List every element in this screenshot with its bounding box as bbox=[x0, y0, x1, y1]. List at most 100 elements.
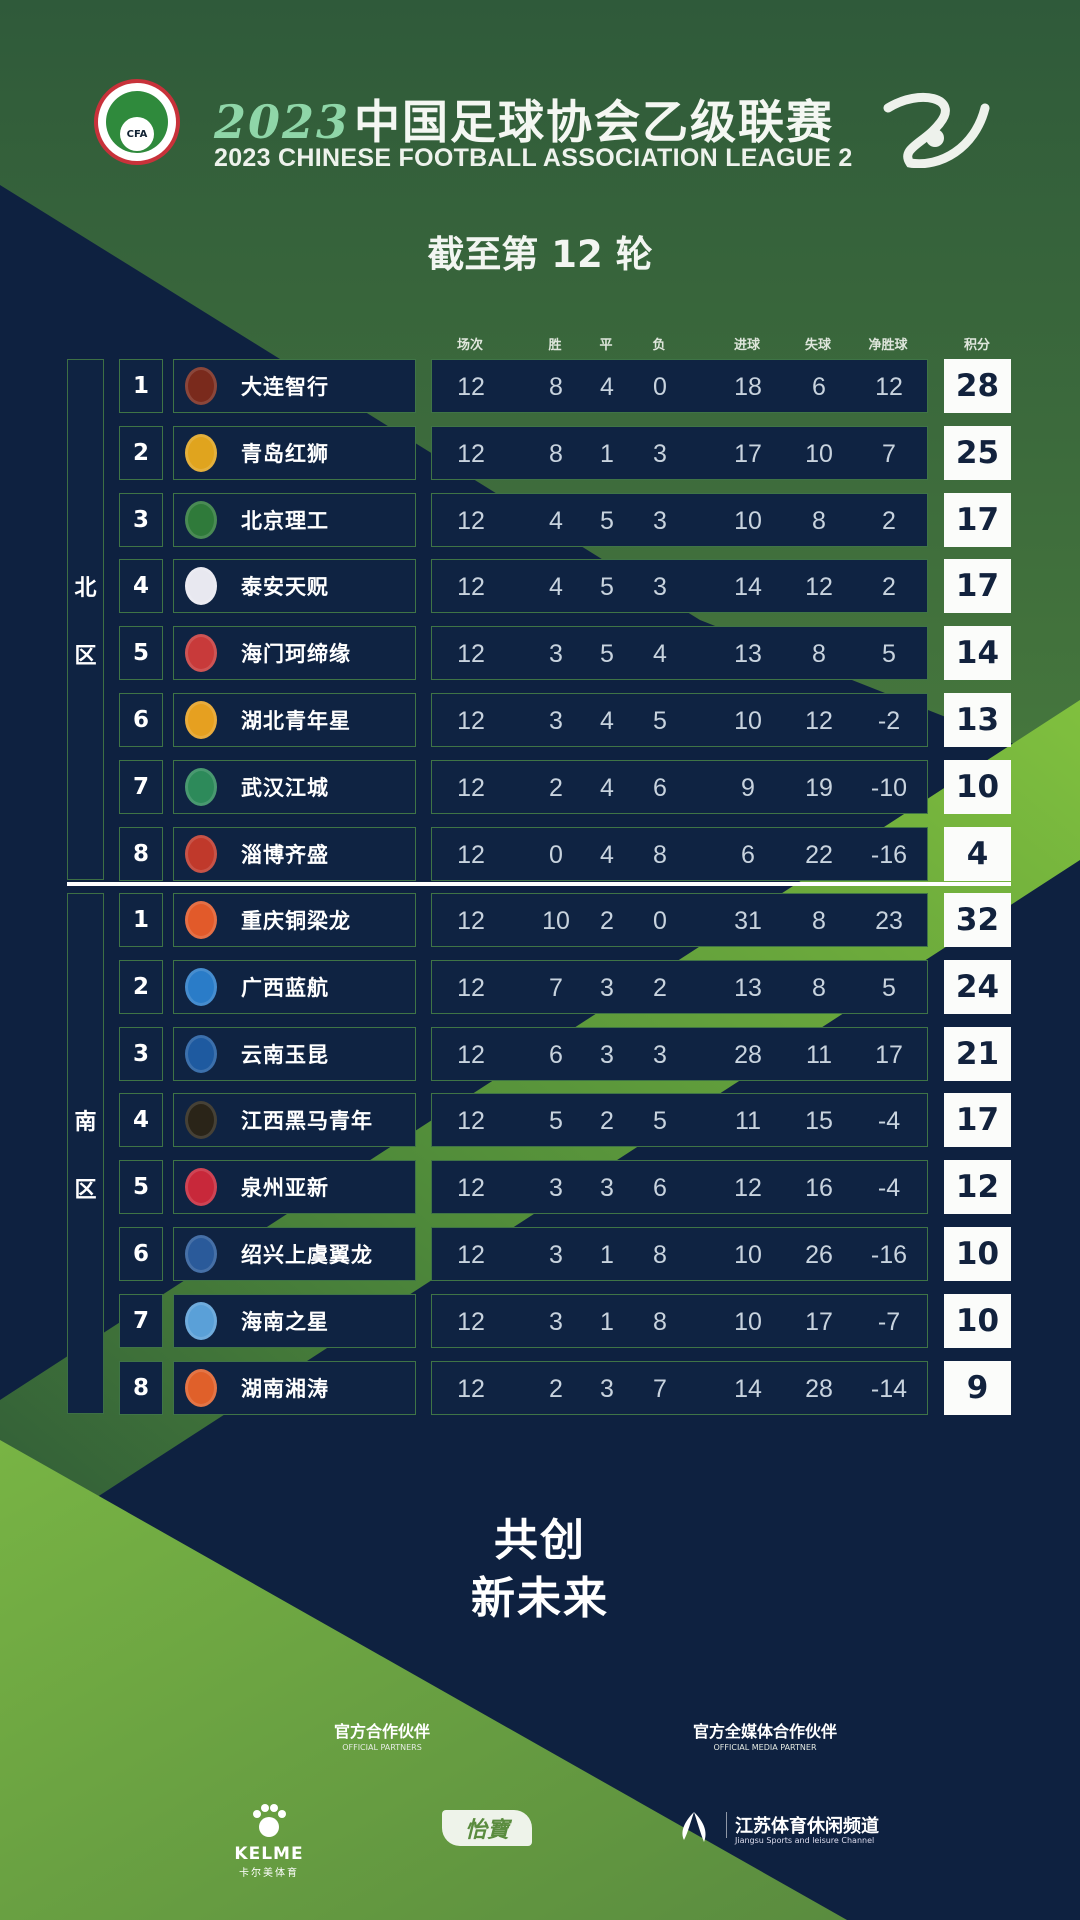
stats-cell: 12 3 1 8 10 26 -16 bbox=[431, 1227, 928, 1281]
points-cell: 10 bbox=[944, 1227, 1011, 1281]
cfa-logo: CFA bbox=[94, 79, 180, 165]
stat-gf: 10 bbox=[734, 1308, 762, 1336]
team-cell: 青岛红狮 bbox=[173, 426, 416, 480]
stat-ga: 8 bbox=[812, 907, 826, 935]
points-cell: 17 bbox=[944, 1093, 1011, 1147]
stat-ga: 12 bbox=[805, 707, 833, 735]
cfa-logo-text: CFA bbox=[120, 117, 154, 151]
team-crest-icon bbox=[185, 1035, 217, 1073]
team-name: 淄博齐盛 bbox=[241, 843, 329, 867]
stat-played: 12 bbox=[457, 1241, 485, 1269]
stat-won: 6 bbox=[549, 1041, 563, 1069]
stat-lost: 5 bbox=[653, 1107, 667, 1135]
stat-lost: 3 bbox=[653, 1041, 667, 1069]
team-crest-icon bbox=[185, 634, 217, 672]
team-name: 湖南湘涛 bbox=[241, 1377, 329, 1401]
stats-cell: 12 3 5 4 13 8 5 bbox=[431, 626, 928, 680]
team-cell: 泉州亚新 bbox=[173, 1160, 416, 1214]
rank-cell: 8 bbox=[119, 1361, 163, 1415]
points-cell: 4 bbox=[944, 827, 1011, 881]
stat-lost: 3 bbox=[653, 440, 667, 468]
stat-played: 12 bbox=[457, 1375, 485, 1403]
points-cell: 14 bbox=[944, 626, 1011, 680]
stat-played: 12 bbox=[457, 907, 485, 935]
stats-cell: 12 3 3 6 12 16 -4 bbox=[431, 1160, 928, 1214]
stat-won: 3 bbox=[549, 1174, 563, 1202]
team-cell: 海南之星 bbox=[173, 1294, 416, 1348]
rank-cell: 7 bbox=[119, 760, 163, 814]
title-year: 2023 bbox=[214, 95, 351, 149]
stat-gd: 5 bbox=[882, 640, 896, 668]
league-title-en: 2023 CHINESE FOOTBALL ASSOCIATION LEAGUE… bbox=[214, 144, 853, 172]
stat-lost: 8 bbox=[653, 841, 667, 869]
team-name: 泰安天贶 bbox=[241, 575, 329, 599]
paw-icon bbox=[253, 1804, 286, 1837]
stat-played: 12 bbox=[457, 440, 485, 468]
stat-drawn: 3 bbox=[600, 1174, 614, 1202]
team-crest-icon bbox=[185, 768, 217, 806]
stats-cell: 12 4 5 3 14 12 2 bbox=[431, 559, 928, 613]
stat-gf: 10 bbox=[734, 507, 762, 535]
slogan-line-2: 新未来 bbox=[471, 1573, 609, 1624]
rank-cell: 5 bbox=[119, 1160, 163, 1214]
stats-cell: 12 6 3 3 28 11 17 bbox=[431, 1027, 928, 1081]
team-cell: 云南玉昆 bbox=[173, 1027, 416, 1081]
team-name: 泉州亚新 bbox=[241, 1176, 329, 1200]
team-cell: 武汉江城 bbox=[173, 760, 416, 814]
region-north-char: 区 bbox=[74, 643, 97, 669]
stat-drawn: 1 bbox=[600, 1308, 614, 1336]
col-won: 胜 bbox=[548, 338, 562, 353]
stat-ga: 8 bbox=[812, 640, 826, 668]
stat-gf: 31 bbox=[734, 907, 762, 935]
rank-cell: 6 bbox=[119, 693, 163, 747]
stat-drawn: 2 bbox=[600, 907, 614, 935]
team-crest-icon bbox=[185, 1101, 217, 1139]
official-partners-label: 官方合作伙伴 bbox=[333, 1722, 431, 1741]
team-name: 大连智行 bbox=[241, 375, 329, 399]
stat-won: 3 bbox=[549, 707, 563, 735]
stat-gf: 9 bbox=[741, 774, 755, 802]
stat-lost: 6 bbox=[653, 1174, 667, 1202]
stat-gf: 10 bbox=[734, 707, 762, 735]
stat-gd: 12 bbox=[875, 373, 903, 401]
team-cell: 绍兴上虞翼龙 bbox=[173, 1227, 416, 1281]
team-crest-icon bbox=[185, 901, 217, 939]
team-crest-icon bbox=[185, 367, 217, 405]
yibao-logo: 怡寶 bbox=[442, 1810, 532, 1846]
stat-ga: 11 bbox=[806, 1041, 832, 1069]
stats-cell: 12 8 4 0 18 6 12 bbox=[431, 359, 928, 413]
stat-lost: 8 bbox=[653, 1241, 667, 1269]
stat-gd: 23 bbox=[875, 907, 903, 935]
jiangsu-channel-icon bbox=[682, 1812, 706, 1842]
stat-ga: 17 bbox=[805, 1308, 833, 1336]
stat-ga: 22 bbox=[805, 841, 833, 869]
points-cell: 32 bbox=[944, 893, 1011, 947]
points-cell: 13 bbox=[944, 693, 1011, 747]
stat-won: 8 bbox=[549, 373, 563, 401]
rank-cell: 4 bbox=[119, 1093, 163, 1147]
rank-cell: 5 bbox=[119, 626, 163, 680]
rank-cell: 6 bbox=[119, 1227, 163, 1281]
stat-gf: 17 bbox=[734, 440, 762, 468]
points-cell: 9 bbox=[944, 1361, 1011, 1415]
stat-drawn: 1 bbox=[600, 1241, 614, 1269]
stats-cell: 12 3 4 5 10 12 -2 bbox=[431, 693, 928, 747]
kelme-logo: KELME 卡尔美体育 bbox=[232, 1800, 306, 1879]
team-name: 海门珂缔缘 bbox=[241, 642, 351, 666]
team-name: 武汉江城 bbox=[241, 776, 329, 800]
team-cell: 海门珂缔缘 bbox=[173, 626, 416, 680]
team-cell: 泰安天贶 bbox=[173, 559, 416, 613]
team-crest-icon bbox=[185, 434, 217, 472]
team-cell: 淄博齐盛 bbox=[173, 827, 416, 881]
stats-cell: 12 5 2 5 11 15 -4 bbox=[431, 1093, 928, 1147]
stat-drawn: 2 bbox=[600, 1107, 614, 1135]
col-goals-against: 失球 bbox=[804, 338, 832, 353]
jiangsu-channel-name: 江苏体育休闲频道 bbox=[726, 1812, 879, 1838]
team-name: 青岛红狮 bbox=[241, 442, 329, 466]
team-cell: 广西蓝航 bbox=[173, 960, 416, 1014]
stat-played: 12 bbox=[457, 373, 485, 401]
official-partners-label-en: OFFICIAL PARTNERS bbox=[342, 1743, 422, 1752]
stat-drawn: 5 bbox=[600, 640, 614, 668]
rank-cell: 1 bbox=[119, 893, 163, 947]
stat-drawn: 1 bbox=[600, 440, 614, 468]
